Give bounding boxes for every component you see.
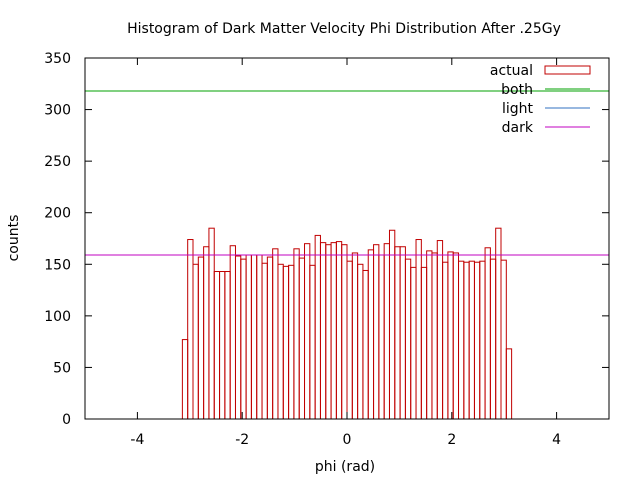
x-tick-label: 2 [447,432,456,448]
histogram-bar [383,243,390,420]
histogram-bar [378,254,385,420]
histogram-bar [219,271,226,420]
y-tick-label: 100 [44,309,71,325]
histogram-bar [293,248,300,420]
histogram-bar [452,252,460,420]
histogram-bar [346,260,353,420]
histogram-bar [447,251,454,420]
histogram-bar [442,261,449,420]
histogram-bar [357,263,364,420]
histogram-bar [208,227,215,420]
x-axis-label: phi (rad) [315,459,375,475]
y-tick-label: 50 [53,360,71,376]
histogram-bar [224,271,231,420]
histogram-bar [420,266,428,420]
histogram-bar [309,264,316,420]
x-tick-label: -2 [235,432,249,448]
y-axis-label: counts [6,215,22,262]
histogram-bar [288,264,295,420]
legend-swatch-actual [544,65,591,75]
histogram-bar [245,254,252,420]
histogram-bar [479,260,486,420]
histogram-bar [304,243,311,420]
legend: actual both light dark [490,63,591,136]
histogram-bar [373,244,380,420]
histogram-bar [463,261,470,420]
histogram-bar [282,265,290,420]
y-tick-label: 300 [44,103,71,119]
histogram-bar [468,260,475,420]
histogram-bar [272,248,279,420]
histogram-bar [484,247,491,420]
histogram-bar [181,339,189,420]
histogram-bar [341,244,348,420]
histogram-bar [261,262,268,420]
legend-label-dark: dark [502,120,534,136]
histogram-bar [426,250,433,420]
histogram-bar [388,229,396,420]
histogram-bar [266,256,274,420]
histogram-bar [277,263,284,420]
histogram-bar [197,256,205,420]
histogram-bar [473,261,481,420]
histogram-bar [314,234,321,420]
histogram-bar [192,263,199,420]
histogram-bar [325,244,332,420]
histogram-bar [229,245,236,420]
y-tick-label: 0 [62,412,71,428]
y-tick-label: 150 [44,257,71,273]
y-tick-label: 250 [44,154,71,170]
histogram-bar [410,266,417,420]
histogram-bar [404,258,412,420]
histogram-bar [367,249,375,420]
histogram-bar [213,271,221,420]
y-tick-label: 350 [44,51,71,67]
histogram-bar [436,240,444,420]
histogram-bar [187,239,194,420]
histogram-bar [234,255,242,420]
histogram-bars [181,227,513,420]
histogram-bar [500,259,507,420]
histogram-bar [298,257,306,420]
histogram-bar [431,252,438,420]
histogram-bar [335,241,343,420]
histogram-bar [495,227,502,420]
histogram-bar [250,254,258,420]
legend-label-actual: actual [490,63,533,79]
axis-ticks: 0 50 100 150 200 250 300 350 -4 -2 0 2 4 [44,51,609,448]
histogram-bar [394,246,401,420]
histogram-bar [362,269,369,420]
legend-label-light: light [502,101,534,117]
histogram-bar [240,258,247,420]
histogram-bar [505,348,513,420]
histogram-bar [458,260,465,420]
x-tick-label: -4 [130,432,144,448]
reference-lines [85,90,609,256]
histogram-bar [415,239,422,420]
y-tick-label: 200 [44,206,71,222]
legend-label-both: both [501,82,533,98]
histogram-bar [399,246,406,420]
histogram-bar [256,254,263,420]
histogram-bar [330,242,337,420]
x-tick-label: 4 [552,432,561,448]
histogram-bar [319,242,327,420]
histogram-bar [203,246,210,420]
chart-title: Histogram of Dark Matter Velocity Phi Di… [127,21,561,37]
x-tick-label: 0 [343,432,352,448]
histogram-bar [351,252,359,420]
histogram-bar [489,258,497,420]
